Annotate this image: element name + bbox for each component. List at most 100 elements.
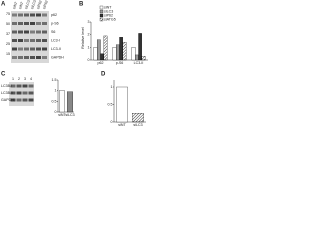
band — [10, 98, 16, 102]
bar — [119, 37, 123, 61]
mw-marker: 25 — [6, 42, 10, 46]
band — [24, 47, 29, 51]
y-tick-label: 1.5 — [52, 78, 57, 82]
lane-label: siP62 — [42, 0, 49, 10]
x-tick-label: siLC3 — [65, 113, 74, 117]
band — [30, 22, 35, 25]
band — [30, 13, 35, 17]
band — [16, 98, 22, 102]
band — [30, 56, 35, 59]
band — [30, 30, 35, 34]
band — [10, 91, 16, 95]
lane-label: 3 — [24, 77, 26, 81]
band — [12, 47, 17, 51]
band — [24, 39, 29, 42]
bar — [100, 53, 104, 61]
band-label: GAPDH — [1, 98, 14, 102]
lane-label: 4 — [30, 77, 32, 81]
legend-swatch — [99, 13, 104, 18]
band — [18, 47, 23, 51]
band — [36, 22, 41, 25]
band — [42, 39, 47, 42]
mw-marker: 75 — [6, 12, 10, 16]
lane-label: 2 — [18, 77, 20, 81]
bar — [135, 54, 139, 61]
band — [36, 47, 41, 51]
y-tick-label: 1 — [88, 45, 90, 49]
lane-label: siLC3 — [30, 0, 37, 10]
band — [42, 22, 47, 25]
band — [16, 84, 22, 88]
bar — [132, 113, 144, 123]
band — [16, 91, 22, 95]
band — [12, 56, 17, 59]
band — [36, 39, 41, 42]
legend-swatch — [99, 5, 104, 10]
band — [12, 39, 17, 42]
band — [42, 56, 47, 59]
band — [10, 84, 16, 88]
legend-swatch — [99, 9, 104, 14]
bar — [93, 47, 98, 61]
band — [12, 30, 17, 34]
bar — [131, 47, 136, 61]
band — [28, 98, 34, 102]
band — [42, 30, 47, 34]
band — [22, 91, 28, 95]
band — [30, 47, 35, 51]
band — [24, 13, 29, 17]
y-tick-label: 0.5 — [52, 99, 57, 103]
band — [18, 30, 23, 34]
x-tick-label: LC3-II — [134, 61, 144, 65]
mw-marker: 37 — [6, 32, 10, 36]
y-tick-label: 1 — [55, 89, 57, 93]
band — [24, 30, 29, 34]
bar — [138, 33, 142, 61]
y-tick-label: 0 — [55, 110, 57, 114]
y-tick-label: 0.5 — [108, 102, 113, 106]
band-label: LC3-II — [51, 47, 61, 51]
x-tick-label: p62 — [98, 61, 104, 65]
bar — [59, 90, 65, 113]
bar — [116, 44, 120, 61]
band — [22, 98, 28, 102]
band-label: p62 — [51, 13, 57, 17]
band — [36, 30, 41, 34]
mw-marker: 50 — [6, 22, 10, 26]
band — [18, 13, 23, 17]
legend-label: siLC3 — [104, 9, 113, 13]
band — [24, 22, 29, 25]
bar — [112, 47, 117, 61]
page: {"A":{"label":"A","lanes":["siNT","siNT"… — [1, 0, 148, 127]
y-tick-label: 0 — [88, 58, 90, 62]
band-label: GAPDH — [51, 55, 64, 59]
y-tick-label: 3 — [88, 20, 90, 24]
band-label: LC3-I — [51, 38, 60, 42]
panel-label: A — [1, 2, 6, 8]
band-label: S6 — [51, 30, 55, 34]
band — [36, 13, 41, 17]
band — [18, 22, 23, 25]
y-tick-label: 1 — [111, 85, 113, 89]
band — [42, 13, 47, 17]
band — [42, 47, 47, 51]
y-axis-title: Relative level — [81, 27, 85, 49]
legend-label: siNT — [104, 5, 112, 9]
legend-label: siATG5 — [104, 17, 116, 21]
lane-label: siNT — [12, 1, 19, 10]
band-label: LC3B-II — [1, 91, 13, 95]
lane-label: siP62 — [36, 0, 43, 10]
legend-label: siP62 — [104, 13, 113, 17]
band — [12, 13, 17, 17]
panel-label: C — [1, 72, 6, 78]
bar — [97, 39, 101, 61]
bar — [141, 56, 146, 61]
lane-label: siLC3 — [24, 0, 31, 10]
bar — [67, 91, 73, 113]
y-tick-label: 2 — [88, 33, 90, 37]
band — [36, 56, 41, 59]
x-tick-label: p-S6 — [116, 61, 124, 65]
band — [30, 39, 35, 42]
y-tick-label: 0 — [111, 120, 113, 124]
x-tick-label: siNT — [118, 123, 126, 127]
